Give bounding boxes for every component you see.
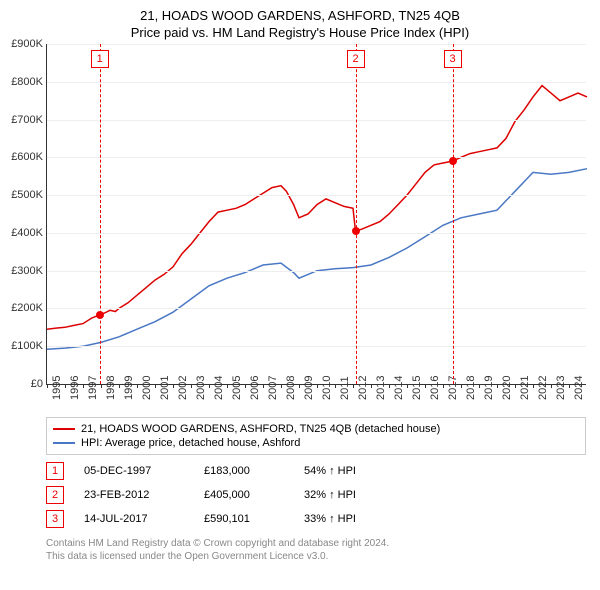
x-axis-label: 2006	[249, 376, 261, 400]
x-axis-label: 2016	[429, 376, 441, 400]
legend-label-red: 21, HOADS WOOD GARDENS, ASHFORD, TN25 4Q…	[81, 423, 440, 435]
x-axis-label: 2004	[213, 376, 225, 400]
x-axis-label: 2023	[555, 376, 567, 400]
sale-num-box: 2	[46, 486, 64, 504]
legend-box: 21, HOADS WOOD GARDENS, ASHFORD, TN25 4Q…	[46, 417, 586, 455]
sale-price: £590,101	[204, 513, 284, 525]
sale-price: £405,000	[204, 489, 284, 501]
x-axis-label: 2024	[573, 376, 585, 400]
x-axis-label: 2011	[339, 376, 351, 400]
price-chart: £0£100K£200K£300K£400K£500K£600K£700K£80…	[46, 44, 586, 385]
x-axis-label: 2007	[267, 376, 279, 400]
legend-swatch-blue	[53, 442, 75, 444]
sale-pct: 32% ↑ HPI	[304, 489, 424, 501]
sale-row: 1 05-DEC-1997 £183,000 54% ↑ HPI	[46, 459, 586, 483]
marker-vline	[356, 44, 357, 384]
x-axis-label: 2019	[483, 376, 495, 400]
x-axis-label: 2003	[195, 376, 207, 400]
y-axis-label: £300K	[1, 265, 43, 277]
marker-dot	[449, 157, 457, 165]
x-axis-label: 2002	[177, 376, 189, 400]
y-axis-label: £700K	[1, 114, 43, 126]
page-subtitle: Price paid vs. HM Land Registry's House …	[0, 23, 600, 44]
x-axis-label: 1997	[87, 376, 99, 400]
x-axis-label: 2013	[375, 376, 387, 400]
page-title: 21, HOADS WOOD GARDENS, ASHFORD, TN25 4Q…	[0, 0, 600, 23]
x-axis-label: 2008	[285, 376, 297, 400]
sale-price: £183,000	[204, 465, 284, 477]
legend-row-red: 21, HOADS WOOD GARDENS, ASHFORD, TN25 4Q…	[53, 422, 579, 436]
attribution-line: This data is licensed under the Open Gov…	[46, 550, 586, 563]
y-axis-label: £900K	[1, 38, 43, 50]
legend-label-blue: HPI: Average price, detached house, Ashf…	[81, 437, 300, 449]
chart-lines	[47, 44, 587, 384]
y-axis-label: £100K	[1, 340, 43, 352]
sale-date: 23-FEB-2012	[84, 489, 184, 501]
x-axis-label: 2010	[321, 376, 333, 400]
marker-dot	[96, 311, 104, 319]
y-axis-label: £200K	[1, 302, 43, 314]
marker-box: 2	[347, 50, 365, 68]
sale-date: 05-DEC-1997	[84, 465, 184, 477]
sale-num-box: 3	[46, 510, 64, 528]
x-axis-label: 1995	[51, 376, 63, 400]
x-axis-label: 2022	[537, 376, 549, 400]
legend-swatch-red	[53, 428, 75, 430]
x-axis-label: 2009	[303, 376, 315, 400]
sale-pct: 54% ↑ HPI	[304, 465, 424, 477]
sale-pct: 33% ↑ HPI	[304, 513, 424, 525]
x-axis-label: 1999	[123, 376, 135, 400]
x-axis-label: 2015	[411, 376, 423, 400]
marker-box: 3	[444, 50, 462, 68]
marker-box: 1	[91, 50, 109, 68]
x-axis-label: 2000	[141, 376, 153, 400]
y-axis-label: £800K	[1, 76, 43, 88]
x-axis-label: 2005	[231, 376, 243, 400]
marker-vline	[453, 44, 454, 384]
x-axis-label: 2020	[501, 376, 513, 400]
x-axis-label: 2012	[357, 376, 369, 400]
y-axis-label: £400K	[1, 227, 43, 239]
y-axis-label: £500K	[1, 189, 43, 201]
x-axis-label: 2021	[519, 376, 531, 400]
sale-row: 3 14-JUL-2017 £590,101 33% ↑ HPI	[46, 507, 586, 531]
y-axis-label: £0	[1, 378, 43, 390]
y-axis-label: £600K	[1, 151, 43, 163]
x-axis-label: 2018	[465, 376, 477, 400]
x-axis-label: 2014	[393, 376, 405, 400]
sale-date: 14-JUL-2017	[84, 513, 184, 525]
attribution-line: Contains HM Land Registry data © Crown c…	[46, 537, 586, 550]
sales-table: 1 05-DEC-1997 £183,000 54% ↑ HPI 2 23-FEB-201…	[46, 459, 586, 531]
marker-dot	[352, 227, 360, 235]
x-axis-label: 1998	[105, 376, 117, 400]
sale-row: 2 23-FEB-2012 £405,000 32% ↑ HPI	[46, 483, 586, 507]
legend-row-blue: HPI: Average price, detached house, Ashf…	[53, 436, 579, 450]
attribution: Contains HM Land Registry data © Crown c…	[46, 537, 586, 563]
x-axis-label: 1996	[69, 376, 81, 400]
marker-vline	[100, 44, 101, 384]
sale-num-box: 1	[46, 462, 64, 480]
x-axis-label: 2001	[159, 376, 171, 400]
